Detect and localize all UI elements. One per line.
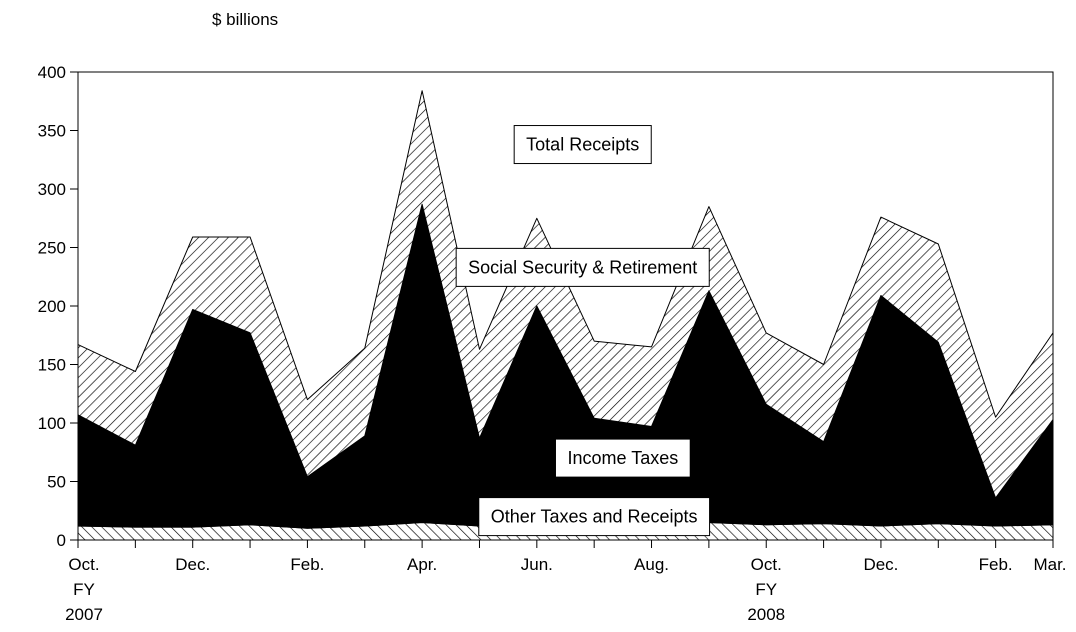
annotation-frame (554, 438, 691, 478)
x-tick-label: Jun. (521, 555, 553, 574)
x-tick-label: Feb. (290, 555, 324, 574)
x-tick-label: Oct. FY 2008 (747, 555, 785, 624)
x-tick-label: Mar. (1033, 555, 1066, 574)
x-axis: Oct. FY 2007 Dec. Feb. Apr. Jun. Aug. Oct. FY 2008… (65, 540, 1067, 624)
y-tick-label: 100 (38, 414, 66, 433)
x-tick-label: Aug. (634, 555, 669, 574)
annotation-label: Income Taxes (567, 448, 678, 468)
annotation-frame (478, 497, 711, 537)
y-tick-label: 150 (38, 356, 66, 375)
annotation-frame (455, 247, 710, 287)
x-tick-label: Oct. FY 2007 (65, 555, 103, 624)
annotation-label: Other Taxes and Receipts (491, 507, 698, 527)
y-tick-label: 200 (38, 297, 66, 316)
y-tick-label: 400 (38, 63, 66, 82)
x-tick-label: Feb. (979, 555, 1013, 574)
y-tick-label: 0 (57, 531, 66, 550)
annotation-label: Social Security & Retirement (468, 257, 697, 277)
y-tick-label: 250 (38, 239, 66, 258)
annotation-label: Total Receipts (526, 135, 639, 155)
y-axis: 0 50 100 150 200 250 300 350 400 (38, 63, 78, 550)
annotation-box: Income Taxes (554, 438, 691, 478)
unit-label: $ billions (212, 10, 278, 29)
y-tick-label: 350 (38, 122, 66, 141)
x-tick-label: Dec. (863, 555, 898, 574)
annotation-frame (513, 125, 652, 165)
y-tick-label: 50 (47, 473, 66, 492)
annotation-box: Social Security & Retirement (455, 247, 710, 287)
annotations: Total Receipts Social Security & Retireme… (455, 125, 711, 537)
plot-frame (77, 71, 1054, 541)
y-tick-label: 300 (38, 180, 66, 199)
annotation-box: Other Taxes and Receipts (478, 497, 711, 537)
areas-layer (77, 90, 1054, 541)
x-tick-label: Dec. (175, 555, 210, 574)
x-tick-label: Apr. (407, 555, 437, 574)
annotation-box: Total Receipts (513, 125, 652, 165)
